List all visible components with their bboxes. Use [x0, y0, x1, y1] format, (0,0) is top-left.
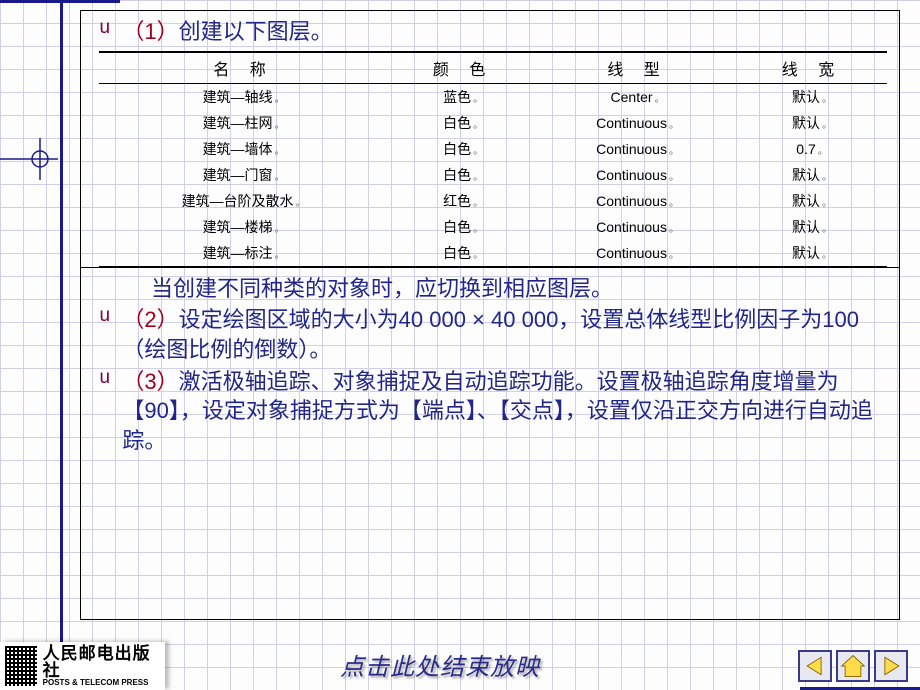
table-cell: 默认。 [737, 188, 887, 214]
prev-button[interactable] [798, 650, 832, 682]
table-cell: Continuous。 [538, 214, 737, 240]
item-text: （3）激活极轴追踪、对象捕捉及自动追踪功能。设置极轴追踪角度增量为【90】，设定… [122, 367, 887, 456]
table-cell: Continuous。 [538, 136, 737, 162]
compass-icon [0, 130, 58, 188]
logo-mark [5, 646, 37, 686]
table-cell: 建筑—标注。 [99, 240, 388, 267]
table-cell: Continuous。 [538, 110, 737, 136]
th-name: 名 称 [99, 52, 388, 84]
section-2: 当创建不同种类的对象时，应切换到相应图层。 u （2）设定绘图区域的大小为40 0… [81, 267, 899, 456]
item-text: （2）设定绘图区域的大小为40 000 × 40 000，设置总体线型比例因子为… [122, 305, 887, 364]
table-cell: 建筑—轴线。 [99, 83, 388, 110]
table-cell: 建筑—柱网。 [99, 110, 388, 136]
table-cell: 默认。 [737, 83, 887, 110]
table-row: 建筑—轴线。蓝色。Center。默认。 [99, 83, 887, 110]
frame-left-bar [60, 0, 63, 690]
end-slideshow-link[interactable]: 点击此处结束放映 [340, 647, 540, 682]
table-cell: 0.7。 [737, 136, 887, 162]
table-cell: 白色。 [388, 136, 538, 162]
next-button[interactable] [874, 650, 908, 682]
table-cell: 默认。 [737, 162, 887, 188]
bullet: u [99, 305, 110, 327]
intro-text: 当创建不同种类的对象时，应切换到相应图层。 [151, 274, 887, 304]
table-cell: 白色。 [388, 162, 538, 188]
table-cell: 建筑—门窗。 [99, 162, 388, 188]
layer-table: 名 称 颜 色 线 型 线 宽 建筑—轴线。蓝色。Center。默认。建筑—柱网… [99, 51, 887, 267]
table-cell: 默认。 [737, 214, 887, 240]
bullet: u [99, 17, 110, 39]
table-cell: 白色。 [388, 240, 538, 267]
table-cell: 默认。 [737, 240, 887, 267]
table-row: 建筑—标注。白色。Continuous。默认。 [99, 240, 887, 267]
table-cell: 白色。 [388, 110, 538, 136]
th-color: 颜 色 [388, 52, 538, 84]
list-item: u （3）激活极轴追踪、对象捕捉及自动追踪功能。设置极轴追踪角度增量为【90】，设… [99, 367, 887, 456]
logo-cn: 人民邮电出版社 [43, 645, 160, 679]
list-item: u （2）设定绘图区域的大小为40 000 × 40 000，设置总体线型比例因子… [99, 305, 887, 364]
section-1: u （1）创建以下图层。 名 称 颜 色 线 型 线 宽 建筑—轴线。蓝色。Ce… [81, 11, 899, 267]
table-cell: 建筑—楼梯。 [99, 214, 388, 240]
table-cell: Center。 [538, 83, 737, 110]
table-header-row: 名 称 颜 色 线 型 线 宽 [99, 52, 887, 84]
bullet: u [99, 367, 110, 389]
table-cell: Continuous。 [538, 240, 737, 267]
nav-buttons [798, 650, 908, 682]
logo-en: POSTS & TELECOM PRESS [43, 679, 160, 687]
table-cell: 蓝色。 [388, 83, 538, 110]
table-row: 建筑—柱网。白色。Continuous。默认。 [99, 110, 887, 136]
table-row: 建筑—墙体。白色。Continuous。0.7。 [99, 136, 887, 162]
th-linetype: 线 型 [538, 52, 737, 84]
table-row: 建筑—楼梯。白色。Continuous。默认。 [99, 214, 887, 240]
item-1: u （1）创建以下图层。 [99, 17, 887, 47]
table-cell: Continuous。 [538, 188, 737, 214]
th-width: 线 宽 [737, 52, 887, 84]
table-cell: 红色。 [388, 188, 538, 214]
table-row: 建筑—门窗。白色。Continuous。默认。 [99, 162, 887, 188]
publisher-logo: 人民邮电出版社 POSTS & TELECOM PRESS [0, 642, 165, 690]
home-button[interactable] [836, 650, 870, 682]
content-frame: u （1）创建以下图层。 名 称 颜 色 线 型 线 宽 建筑—轴线。蓝色。Ce… [80, 10, 900, 620]
table-cell: 建筑—墙体。 [99, 136, 388, 162]
table-cell: 白色。 [388, 214, 538, 240]
table-row: 建筑—台阶及散水。红色。Continuous。默认。 [99, 188, 887, 214]
table-cell: 建筑—台阶及散水。 [99, 188, 388, 214]
table-cell: 默认。 [737, 110, 887, 136]
table-cell: Continuous。 [538, 162, 737, 188]
item-text: （1）创建以下图层。 [122, 17, 332, 47]
